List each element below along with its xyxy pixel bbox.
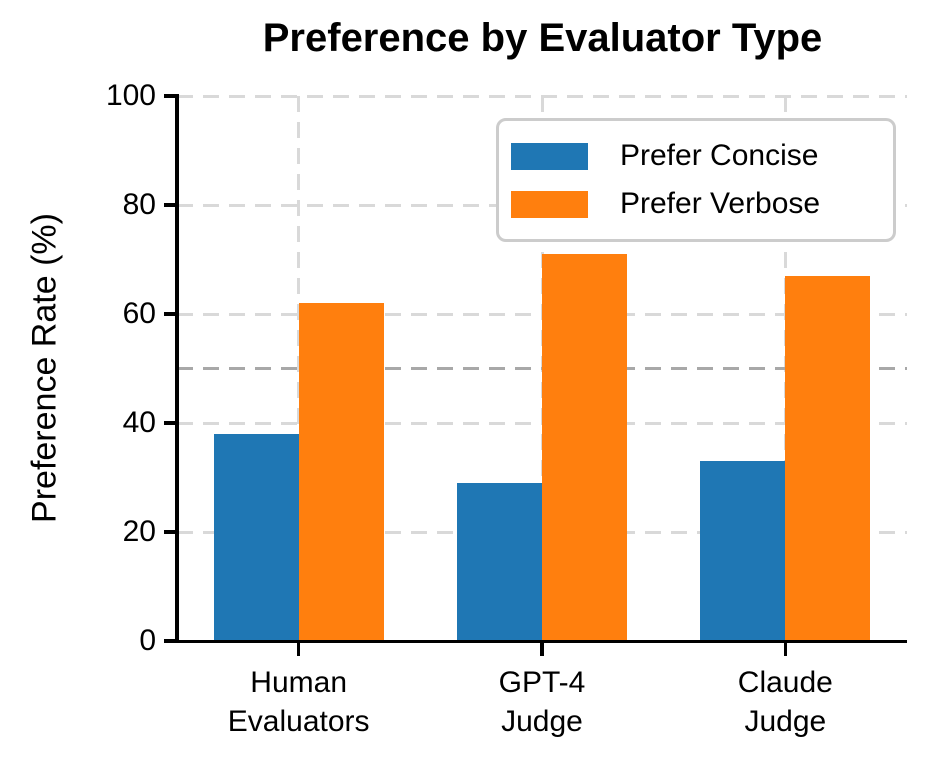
bar-prefer-verbose-gpt-4-judge: [542, 254, 627, 641]
x-tick-label-line: Claude: [737, 666, 833, 699]
y-tick-mark-0: [164, 639, 177, 643]
legend-swatch-prefer-concise: [511, 142, 588, 170]
bar-prefer-concise-gpt-4-judge: [457, 482, 542, 641]
x-tick-mark-claude-judge: [783, 643, 788, 656]
y-tick-label-0: 0: [139, 624, 156, 657]
x-tick-label-line: Human: [250, 666, 348, 699]
y-tick-label-80: 80: [122, 188, 156, 221]
gridline-y-100: [177, 94, 907, 98]
bar-prefer-concise-claude-judge: [700, 461, 786, 641]
x-tick-label-line: GPT-4: [498, 666, 586, 699]
legend: Prefer Concise Prefer Verbose: [496, 118, 896, 242]
y-axis-label: Preference Rate (%): [25, 213, 64, 523]
bar-prefer-concise-human-evaluators: [213, 433, 299, 641]
legend-entry-prefer-verbose: Prefer Verbose: [511, 187, 893, 221]
x-tick-label-line: Judge: [501, 705, 583, 738]
x-tick-mark-gpt-4-judge: [540, 643, 544, 656]
y-tick-mark-80: [164, 203, 177, 207]
y-axis-spine: [175, 94, 179, 643]
y-tick-label-100: 100: [105, 79, 156, 112]
chart-title: Preference by Evaluator Type: [262, 16, 823, 60]
x-tick-label-human-evaluators: Human Evaluators: [169, 663, 429, 741]
y-tick-label-60: 60: [122, 297, 156, 330]
x-tick-mark-human-evaluators: [296, 643, 301, 656]
y-tick-mark-100: [164, 94, 177, 98]
y-tick-mark-40: [164, 421, 177, 425]
legend-entry-prefer-concise: Prefer Concise: [511, 139, 893, 173]
legend-swatch-prefer-verbose: [511, 190, 588, 218]
bar-prefer-verbose-claude-judge: [785, 275, 871, 641]
bar-prefer-verbose-human-evaluators: [298, 303, 384, 641]
legend-label-prefer-concise: Prefer Concise: [620, 139, 819, 172]
legend-label-prefer-verbose: Prefer Verbose: [620, 187, 821, 220]
x-axis-spine: [175, 639, 907, 643]
x-tick-label-line: Evaluators: [227, 705, 370, 738]
y-tick-mark-60: [164, 312, 177, 316]
x-tick-label-gpt-4-judge: GPT-4 Judge: [412, 663, 672, 741]
y-tick-mark-20: [164, 530, 177, 534]
y-tick-label-20: 20: [122, 515, 156, 548]
y-tick-label-40: 40: [122, 406, 156, 439]
x-tick-label-claude-judge: Claude Judge: [655, 663, 915, 741]
plot-area: [177, 94, 907, 641]
x-tick-label-line: Judge: [744, 705, 827, 738]
